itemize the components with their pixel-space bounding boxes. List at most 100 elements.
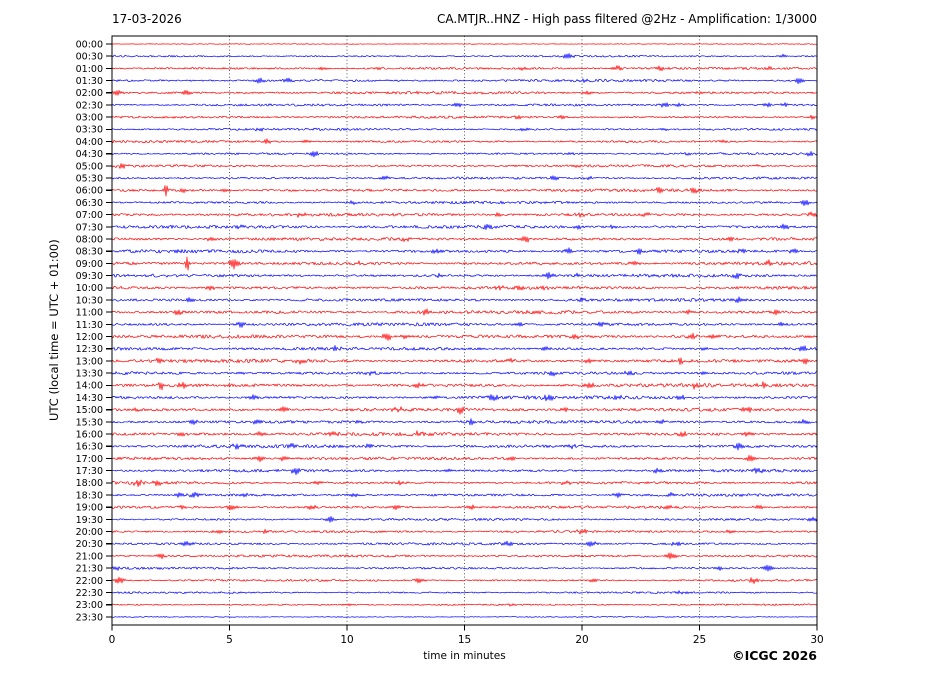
y-tick-label: 01:00	[76, 64, 103, 75]
y-tick-label: 19:30	[76, 515, 103, 526]
trace-02:30	[111, 102, 818, 108]
y-tick-label: 13:30	[76, 369, 103, 380]
y-tick-label: 07:00	[76, 210, 103, 221]
trace-06:00	[111, 185, 818, 197]
y-tick-label: 15:00	[76, 405, 103, 416]
y-tick-label: 19:00	[76, 503, 103, 514]
y-tick-label: 14:30	[76, 393, 103, 404]
y-tick-label: 05:00	[76, 161, 103, 172]
trace-21:00	[111, 552, 818, 560]
y-tick-label: 06:00	[76, 186, 103, 197]
y-tick-label: 16:30	[76, 442, 103, 453]
trace-14:30	[111, 394, 818, 402]
trace-07:00	[111, 211, 818, 218]
trace-02:00	[111, 89, 818, 96]
x-tick-label: 10	[340, 634, 353, 646]
trace-06:30	[111, 199, 818, 207]
y-tick-label: 02:00	[76, 88, 103, 99]
y-tick-label: 08:00	[76, 234, 103, 245]
copyright-label: ©ICGC 2026	[732, 648, 817, 663]
y-tick-label: 03:30	[76, 125, 103, 136]
trace-08:30	[111, 247, 818, 255]
trace-00:30	[111, 53, 818, 59]
trace-19:30	[111, 516, 818, 523]
trace-13:00	[111, 357, 818, 366]
y-tick-label: 11:30	[76, 320, 103, 331]
trace-23:00	[111, 603, 818, 607]
trace-09:00	[111, 256, 818, 271]
trace-08:00	[111, 236, 818, 243]
y-tick-label: 10:00	[76, 283, 103, 294]
y-tick-label: 20:00	[76, 527, 103, 538]
y-tick-label: 04:00	[76, 137, 103, 148]
trace-22:30	[111, 590, 818, 595]
trace-10:00	[111, 285, 818, 291]
trace-07:30	[111, 223, 818, 231]
trace-21:30	[111, 564, 818, 572]
trace-22:00	[111, 576, 818, 584]
trace-01:30	[111, 77, 818, 85]
trace-15:30	[111, 418, 818, 426]
trace-03:00	[111, 114, 818, 120]
trace-12:00	[111, 332, 818, 341]
y-tick-label: 05:30	[76, 173, 103, 184]
trace-16:30	[111, 442, 818, 451]
trace-15:00	[111, 406, 818, 415]
y-tick-label: 04:30	[76, 149, 103, 160]
y-tick-label: 12:00	[76, 332, 103, 343]
y-tick-label: 15:30	[76, 417, 103, 428]
y-tick-label: 00:00	[76, 39, 103, 50]
y-tick-label: 10:30	[76, 295, 103, 306]
x-axis-title: time in minutes	[423, 650, 506, 662]
y-tick-label: 01:30	[76, 76, 103, 87]
trace-17:00	[111, 454, 818, 463]
y-tick-label: 17:30	[76, 466, 103, 477]
x-tick-label: 5	[226, 634, 233, 646]
y-tick-label: 02:30	[76, 100, 103, 111]
trace-14:00	[111, 381, 818, 391]
y-tick-label: 07:30	[76, 222, 103, 233]
trace-01:00	[111, 65, 818, 72]
trace-16:00	[111, 430, 818, 438]
y-tick-label: 09:00	[76, 259, 103, 270]
y-tick-label: 09:30	[76, 271, 103, 282]
y-tick-label: 22:00	[76, 576, 103, 587]
trace-20:00	[111, 528, 818, 535]
y-tick-label: 22:30	[76, 588, 103, 599]
trace-00:00	[112, 43, 818, 45]
trace-12:30	[111, 345, 818, 352]
y-tick-label: 14:00	[76, 381, 103, 392]
plot-title: CA.MTJR..HNZ - High pass filtered @2Hz -…	[437, 12, 817, 26]
trace-09:30	[111, 271, 818, 280]
trace-18:00	[111, 479, 818, 487]
x-tick-label: 25	[693, 634, 706, 646]
x-tick-label: 0	[109, 634, 116, 646]
y-tick-label: 00:30	[76, 52, 103, 63]
trace-13:30	[111, 370, 818, 377]
trace-10:30	[111, 296, 818, 304]
y-tick-label: 12:30	[76, 344, 103, 355]
trace-23:30	[111, 616, 818, 618]
trace-19:00	[111, 504, 818, 511]
y-tick-label: 23:30	[76, 612, 103, 623]
y-tick-label: 21:30	[76, 564, 103, 575]
y-tick-label: 17:00	[76, 454, 103, 465]
y-tick-label: 06:30	[76, 198, 103, 209]
y-tick-label: 23:00	[76, 600, 103, 611]
trace-11:30	[111, 321, 818, 328]
trace-04:30	[111, 151, 818, 158]
y-tick-label: 16:00	[76, 429, 103, 440]
trace-11:00	[111, 308, 818, 316]
y-tick-label: 20:30	[76, 539, 103, 550]
y-tick-label: 21:00	[76, 551, 103, 562]
y-tick-label: 03:00	[76, 113, 103, 124]
x-tick-label: 30	[810, 634, 823, 646]
y-tick-label: 18:00	[76, 478, 103, 489]
plot-date: 17-03-2026	[112, 12, 182, 26]
y-tick-label: 13:00	[76, 356, 103, 367]
trace-20:30	[111, 540, 818, 547]
trace-05:30	[111, 175, 818, 181]
trace-03:30	[111, 127, 818, 132]
trace-04:00	[111, 138, 818, 144]
